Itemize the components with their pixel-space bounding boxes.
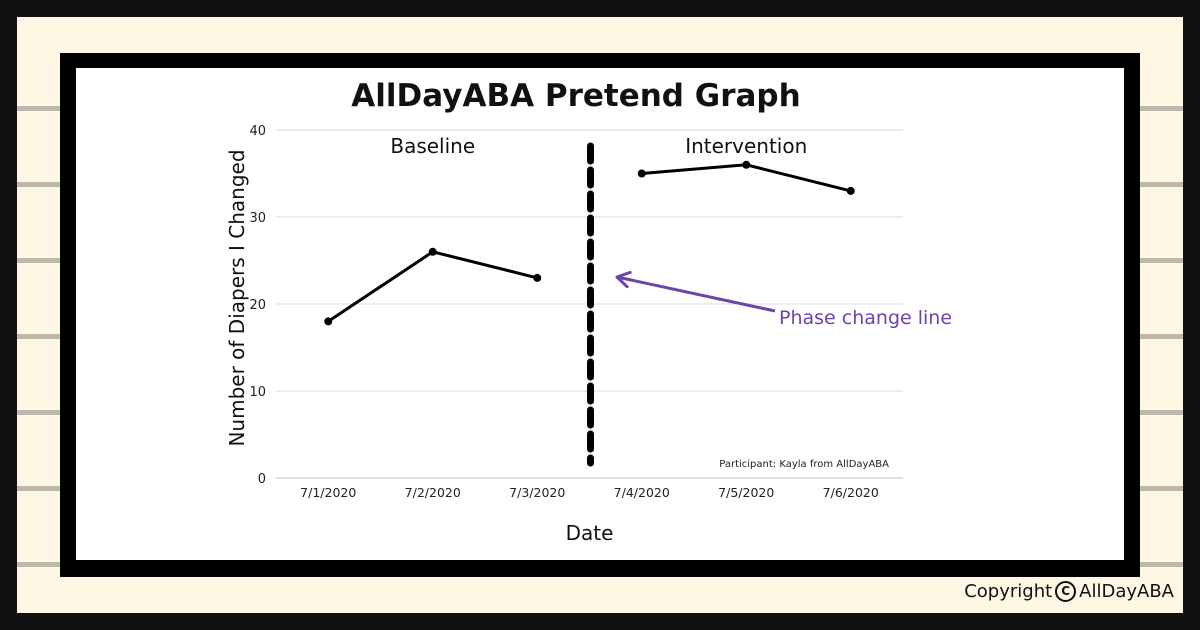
series-line-baseline <box>327 250 538 323</box>
x-tick-label: 7/6/2020 <box>823 485 879 500</box>
data-point <box>324 317 333 326</box>
arrow-shaft <box>616 275 776 313</box>
copyright-owner: AllDayABA <box>1079 581 1174 602</box>
y-tick-label: 30 <box>249 211 266 226</box>
data-point <box>846 186 855 195</box>
x-axis-label: Date <box>566 521 614 545</box>
data-point <box>533 273 542 282</box>
x-tick-label: 7/5/2020 <box>718 485 774 500</box>
data-series <box>324 160 855 326</box>
phase-label-baseline: Baseline <box>390 134 475 158</box>
x-tick-label: 7/2/2020 <box>405 485 461 500</box>
x-tick-label: 7/4/2020 <box>614 485 670 500</box>
x-tick-label: 7/3/2020 <box>509 485 565 500</box>
x-tick-labels: 7/1/2020 7/2/2020 7/3/2020 7/4/2020 7/5/2020… <box>300 485 879 500</box>
copyright-icon: C <box>1055 581 1077 602</box>
chart-title: AllDayABA Pretend Graph <box>351 78 801 114</box>
data-point <box>428 247 437 256</box>
y-axis-label: Number of Diapers I Changed <box>225 149 249 446</box>
phase-change-arrow <box>615 270 776 313</box>
copyright-label: Copyright <box>964 581 1053 602</box>
data-point <box>637 169 646 178</box>
copyright-notice: Copyright C AllDayABA <box>964 581 1174 602</box>
y-tick-labels: 0 10 20 30 40 <box>249 124 266 487</box>
arrow-head-icon <box>615 270 632 289</box>
y-tick-label: 20 <box>249 298 266 313</box>
phase-label-intervention: Intervention <box>685 134 807 158</box>
x-tick-label: 7/1/2020 <box>300 485 356 500</box>
y-tick-label: 40 <box>249 124 266 139</box>
y-tick-label: 10 <box>249 385 266 400</box>
y-tick-label: 0 <box>258 472 266 487</box>
participant-note: Participant: Kayla from AllDayABA <box>719 459 889 470</box>
phase-change-annotation: Phase change line <box>779 307 952 329</box>
data-point <box>742 160 751 169</box>
